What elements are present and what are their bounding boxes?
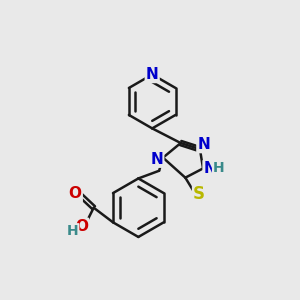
Text: O: O	[75, 219, 88, 234]
Text: N: N	[197, 137, 210, 152]
Text: H: H	[67, 224, 79, 238]
Text: O: O	[69, 186, 82, 201]
Text: N: N	[146, 67, 159, 82]
Text: N: N	[204, 161, 216, 176]
Text: S: S	[193, 185, 205, 203]
Text: N: N	[151, 152, 163, 167]
Text: H: H	[213, 161, 224, 175]
